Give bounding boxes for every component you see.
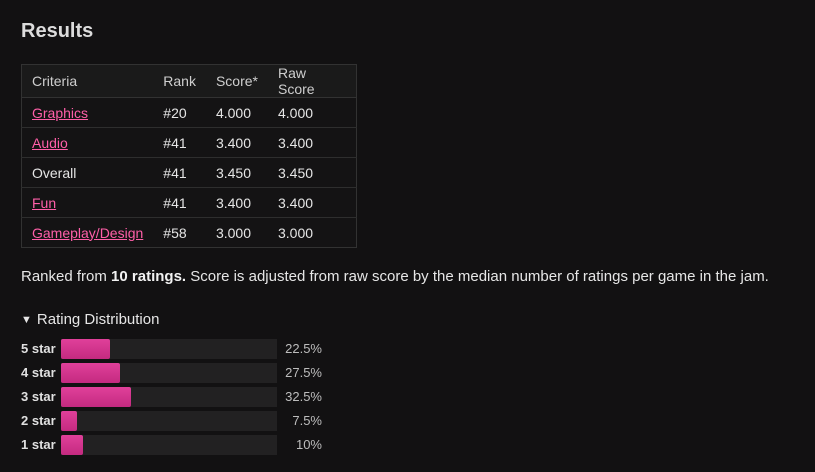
column-header-rank: Rank xyxy=(153,64,206,98)
score-cell: 3.450 xyxy=(205,157,268,188)
criteria-link[interactable]: Graphics xyxy=(32,104,89,121)
summary-prefix: Ranked from xyxy=(21,268,112,285)
distribution-bar-fill xyxy=(61,435,83,455)
criteria-label: Overall xyxy=(32,164,77,181)
distribution-row: 4 star 27.5% xyxy=(21,361,351,385)
criteria-cell: Overall xyxy=(21,157,154,188)
criteria-cell: Fun xyxy=(21,187,154,218)
summary-suffix: Score is adjusted from raw score by the … xyxy=(186,268,769,285)
score-cell: 4.000 xyxy=(205,97,268,128)
distribution-bar-track xyxy=(61,411,277,431)
table-row: Fun #41 3.400 3.400 xyxy=(21,187,357,218)
ranking-summary: Ranked from 10 ratings. Score is adjuste… xyxy=(21,268,769,285)
distribution-bar-track xyxy=(61,387,277,407)
score-cell: 3.400 xyxy=(205,187,268,218)
table-row: Graphics #20 4.000 4.000 xyxy=(21,97,357,128)
distribution-percent: 32.5% xyxy=(285,389,322,404)
rank-cell: #41 xyxy=(153,187,206,218)
distribution-row: 1 star 10% xyxy=(21,433,351,457)
criteria-cell: Graphics xyxy=(21,97,154,128)
raw-score-cell: 3.400 xyxy=(268,127,357,158)
distribution-percent: 7.5% xyxy=(292,413,322,428)
distribution-bar-track xyxy=(61,435,277,455)
distribution-bar-fill xyxy=(61,363,120,383)
distribution-bar-fill xyxy=(61,387,131,407)
distribution-percent: 27.5% xyxy=(285,365,322,380)
raw-score-cell: 3.000 xyxy=(268,217,357,248)
star-label: 1 star xyxy=(21,437,56,452)
ratings-count: 10 ratings. xyxy=(111,268,187,285)
rating-distribution-toggle[interactable]: ▼ Rating Distribution xyxy=(21,311,159,328)
column-header-criteria: Criteria xyxy=(21,64,154,98)
star-label: 5 star xyxy=(21,341,56,356)
raw-score-cell: 3.400 xyxy=(268,187,357,218)
rank-cell: #20 xyxy=(153,97,206,128)
column-header-raw-score: Raw Score xyxy=(268,64,357,98)
raw-score-cell: 4.000 xyxy=(268,97,357,128)
distribution-percent: 22.5% xyxy=(285,341,322,356)
score-cell: 3.000 xyxy=(205,217,268,248)
star-label: 2 star xyxy=(21,413,56,428)
table-row: Audio #41 3.400 3.400 xyxy=(21,127,357,158)
table-row: Overall #41 3.450 3.450 xyxy=(21,157,357,188)
criteria-link[interactable]: Gameplay/Design xyxy=(32,224,144,241)
distribution-row: 2 star 7.5% xyxy=(21,409,351,433)
criteria-cell: Gameplay/Design xyxy=(21,217,154,248)
rank-cell: #58 xyxy=(153,217,206,248)
results-heading: Results xyxy=(21,20,94,42)
rating-distribution-title: Rating Distribution xyxy=(36,311,160,328)
star-label: 3 star xyxy=(21,389,56,404)
distribution-bar-fill xyxy=(61,339,110,359)
distribution-bar-track xyxy=(61,363,277,383)
distribution-bar-track xyxy=(61,339,277,359)
results-table-body: Graphics #20 4.000 4.000 Audio #41 3.400 3.400 O… xyxy=(21,97,357,248)
raw-score-cell: 3.450 xyxy=(268,157,357,188)
column-header-score: Score* xyxy=(205,64,268,98)
distribution-bar-fill xyxy=(61,411,77,431)
star-label: 4 star xyxy=(21,365,56,380)
criteria-link[interactable]: Audio xyxy=(32,134,68,151)
results-table: Criteria Rank Score* Raw Score Graphics #… xyxy=(21,64,357,248)
rank-cell: #41 xyxy=(153,157,206,188)
distribution-percent: 10% xyxy=(295,437,322,452)
table-header-row: Criteria Rank Score* Raw Score xyxy=(21,64,357,98)
distribution-row: 5 star 22.5% xyxy=(21,337,351,361)
criteria-link[interactable]: Fun xyxy=(32,194,57,211)
triangle-down-icon: ▼ xyxy=(21,314,32,326)
criteria-cell: Audio xyxy=(21,127,154,158)
rank-cell: #41 xyxy=(153,127,206,158)
table-row: Gameplay/Design #58 3.000 3.000 xyxy=(21,217,357,248)
score-cell: 3.400 xyxy=(205,127,268,158)
rating-distribution-list: 5 star 22.5% 4 star 27.5% 3 star 32.5% 2 star 7… xyxy=(21,337,351,457)
distribution-row: 3 star 32.5% xyxy=(21,385,351,409)
